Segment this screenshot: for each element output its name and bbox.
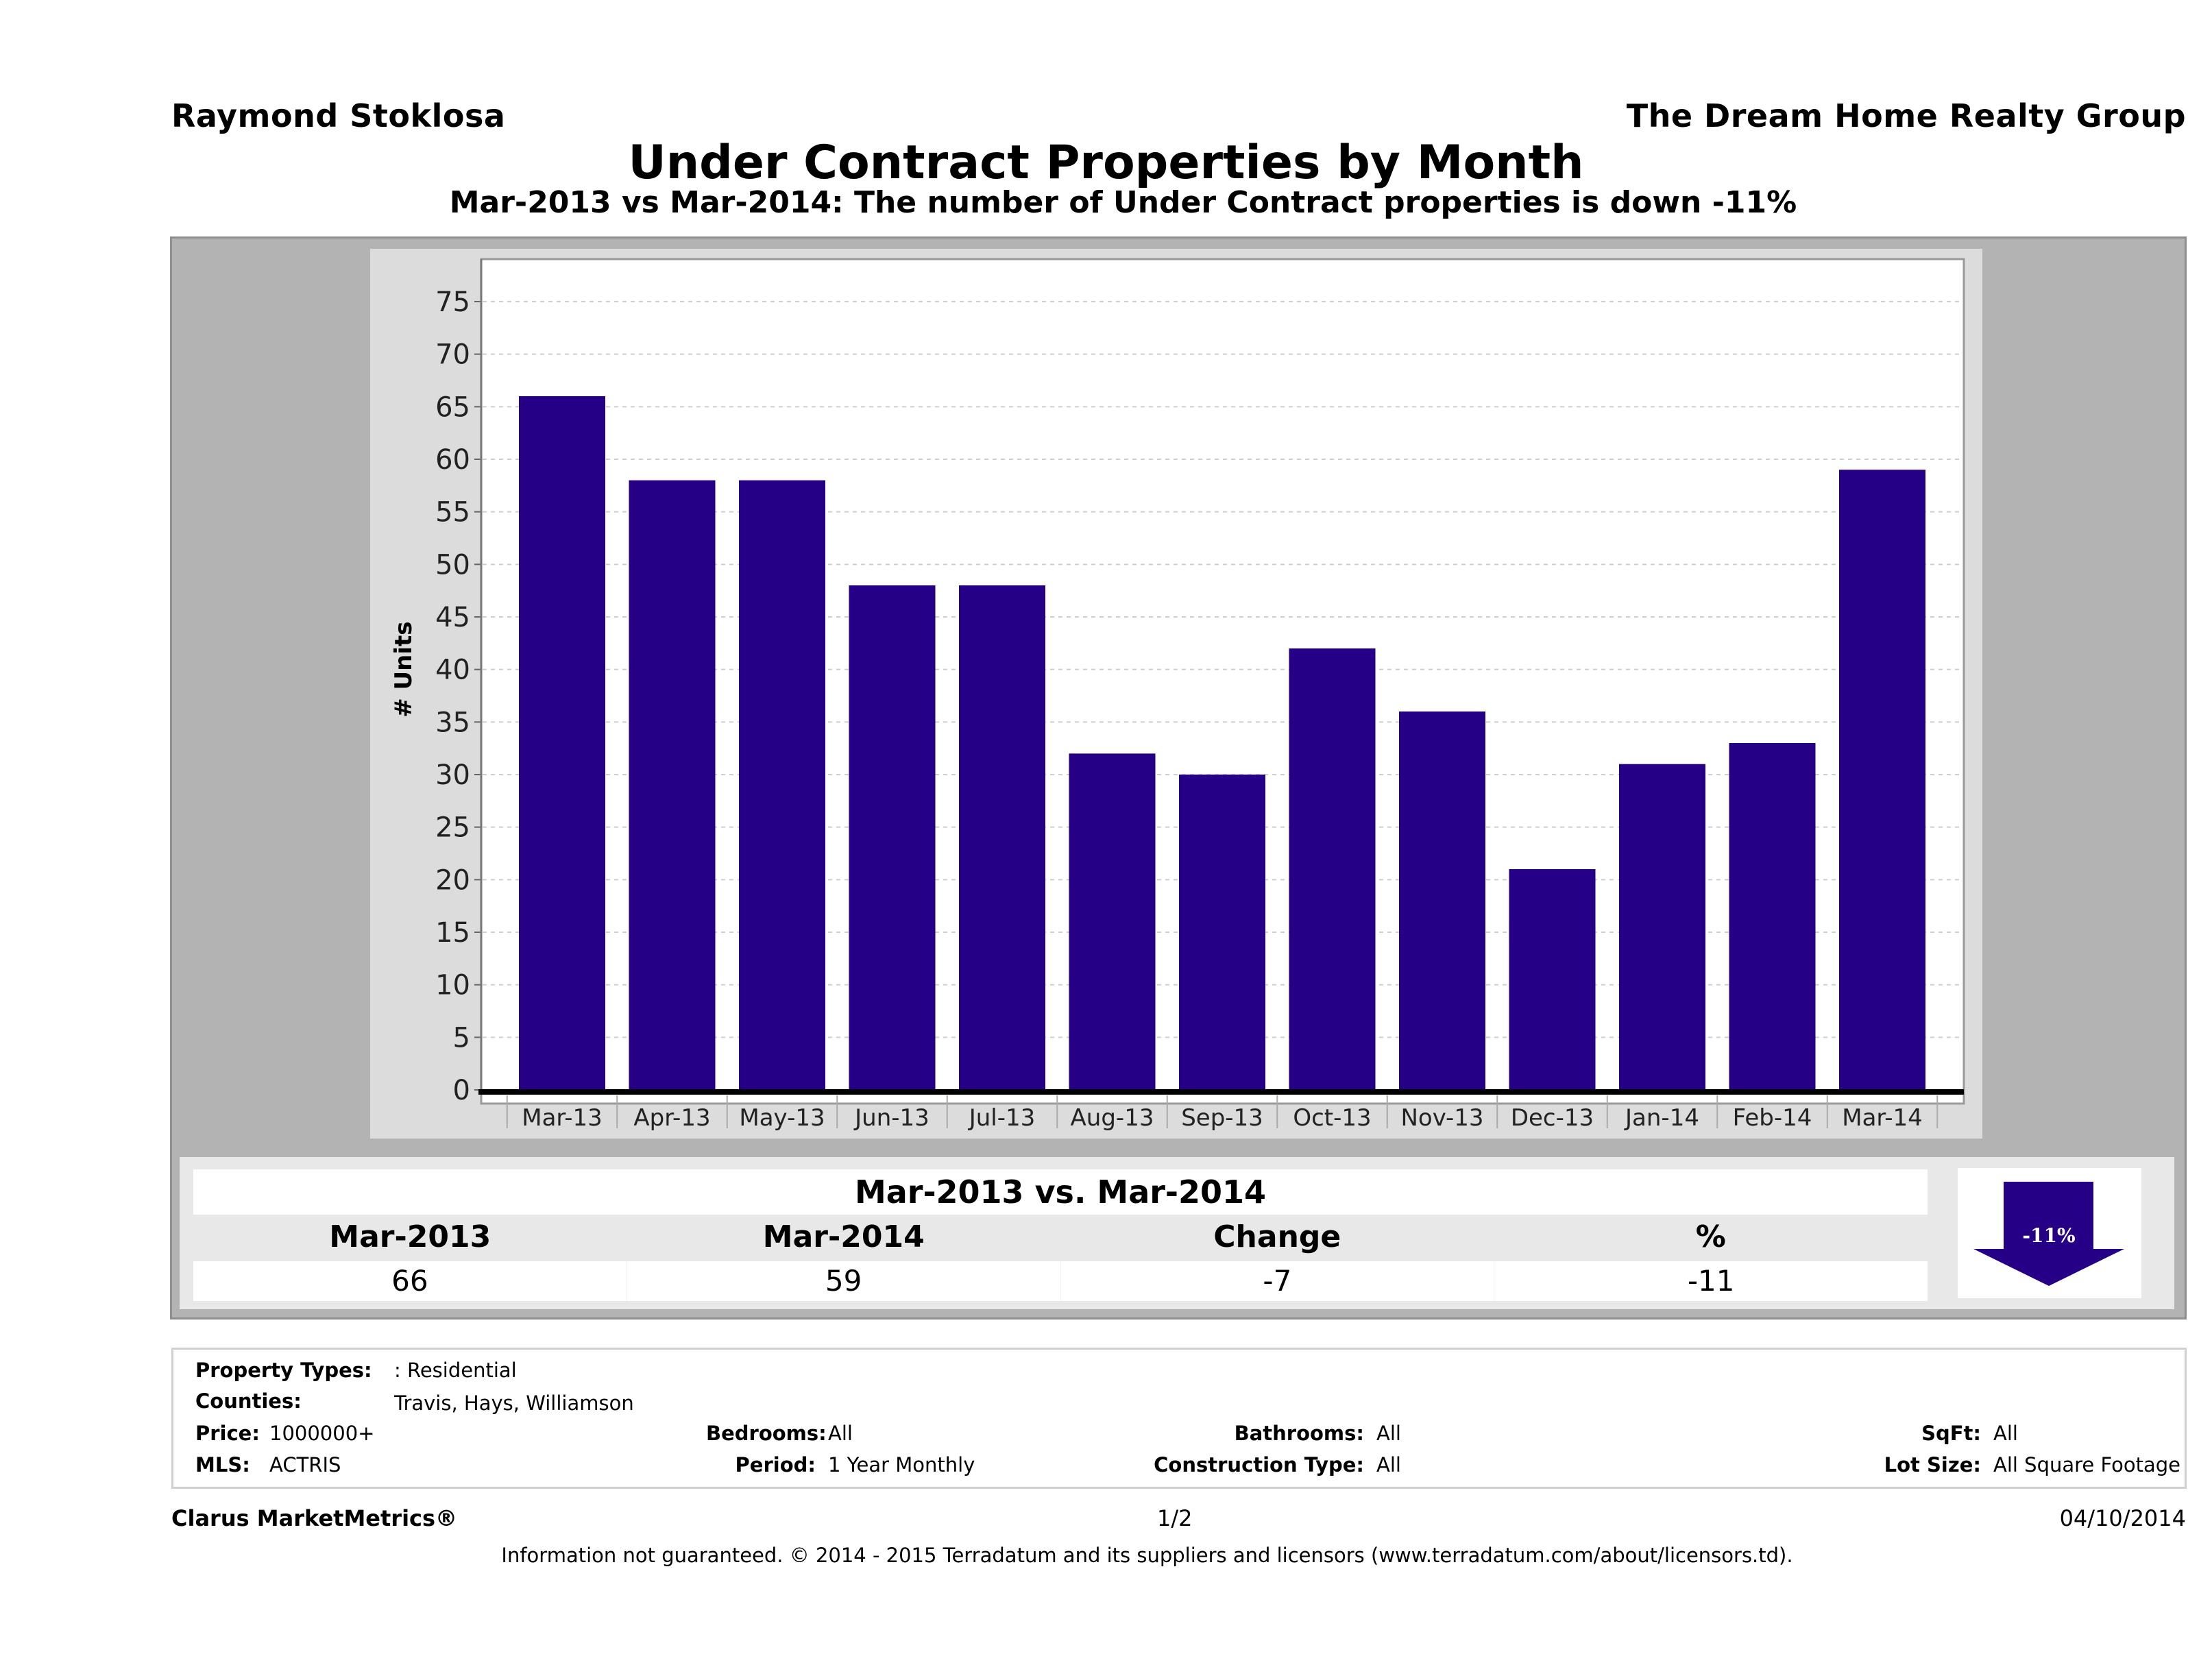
property-types-label: Property Types:: [195, 1359, 372, 1382]
price-value: 1000000+: [269, 1422, 375, 1445]
y-tick-label: 70: [435, 339, 470, 371]
brokerage-name: The Dream Home Realty Group: [1626, 97, 2186, 134]
summary-header-end: Mar-2014: [762, 1219, 925, 1254]
agent-name: Raymond Stoklosa: [171, 97, 506, 134]
bar-dec-13: [1509, 869, 1596, 1090]
summary-value-start: 66: [193, 1261, 627, 1301]
y-tick-label: 40: [435, 655, 470, 686]
bar-jan-14: [1619, 764, 1705, 1090]
report-criteria: [171, 1348, 2187, 1489]
summary-header-change: Change: [1213, 1219, 1341, 1254]
x-tick-label: Jul-13: [968, 1104, 1036, 1132]
bar-feb-14: [1729, 743, 1816, 1090]
y-tick-label: 25: [435, 812, 470, 844]
summary-value-percent: -11: [1687, 1264, 1735, 1298]
x-tick-label: Jan-14: [1624, 1104, 1699, 1132]
bar-sep-13: [1179, 775, 1265, 1090]
bar-mar-14: [1839, 470, 1925, 1090]
lot-size-value: All Square Footage: [1993, 1453, 2181, 1476]
sqft-label: SqFt:: [1921, 1422, 1981, 1445]
y-axis-label: # Units: [390, 622, 417, 718]
property-types-value: : Residential: [394, 1359, 517, 1382]
construction-type-label: Construction Type:: [1154, 1453, 1364, 1476]
summary-header-start: Mar-2013: [329, 1219, 491, 1254]
y-tick-label: 35: [435, 707, 470, 738]
x-tick-label: Jun-13: [853, 1104, 929, 1132]
counties-value: Travis, Hays, Williamson: [394, 1391, 634, 1415]
disclaimer: Information not guaranteed. © 2014 - 201…: [501, 1544, 1793, 1567]
y-tick-label: 20: [435, 864, 470, 896]
bar-jul-13: [959, 585, 1045, 1090]
y-tick-label: 60: [435, 444, 470, 476]
bar-aug-13: [1069, 753, 1156, 1090]
bars: [519, 396, 1925, 1090]
summary-value-change: -7: [1061, 1261, 1495, 1301]
bar-mar-13: [519, 396, 605, 1090]
construction-type-value: All: [1376, 1453, 1401, 1476]
counties-label: Counties:: [195, 1389, 302, 1413]
x-tick-label: Aug-13: [1071, 1104, 1154, 1132]
bedrooms-label: Bedrooms:: [706, 1422, 827, 1445]
y-tick-label: 45: [435, 602, 470, 633]
mls-label: MLS:: [195, 1453, 250, 1476]
bathrooms-label: Bathrooms:: [1234, 1422, 1364, 1445]
price-label: Price:: [195, 1422, 260, 1445]
y-axis: 0 5 10 15 20 25 30 35 40 45 50 55 60 65 70 75: [435, 259, 483, 1106]
product-name: Clarus MarketMetrics®: [171, 1505, 458, 1531]
y-tick-label: 5: [453, 1022, 470, 1054]
y-tick-label: 15: [435, 917, 470, 949]
bar-jun-13: [849, 585, 936, 1090]
summary-header-percent: %: [1695, 1219, 1726, 1254]
y-tick-label: 55: [435, 497, 470, 528]
y-tick-label: 10: [435, 970, 470, 1001]
x-tick-label: Mar-14: [1842, 1104, 1923, 1132]
page-number: 1/2: [1157, 1505, 1193, 1531]
lot-size-label: Lot Size:: [1884, 1453, 1981, 1476]
y-tick-label: 50: [435, 549, 470, 581]
bar-may-13: [739, 480, 825, 1090]
mls-value: ACTRIS: [269, 1453, 341, 1476]
x-tick-label: Apr-13: [633, 1104, 710, 1132]
x-tick-label: Sep-13: [1181, 1104, 1263, 1132]
x-tick-label: Nov-13: [1401, 1104, 1484, 1132]
arrow-shape: [1973, 1182, 2124, 1286]
x-tick-label: Dec-13: [1511, 1104, 1594, 1132]
x-tick-label: Mar-13: [522, 1104, 603, 1132]
summary-value-row: 66 59 -7 -11: [193, 1261, 1928, 1301]
period-value: 1 Year Monthly: [828, 1453, 975, 1476]
report-subtitle: Mar-2013 vs Mar-2014: The number of Unde…: [449, 185, 1797, 220]
bar-nov-13: [1399, 712, 1485, 1090]
down-arrow-icon: -11%: [1973, 1182, 2124, 1286]
y-tick-label: 0: [453, 1075, 470, 1106]
x-axis: Mar-13 Apr-13 May-13 Jun-13 Jul-13 Aug-13 Sep-…: [478, 1089, 1964, 1132]
sqft-value: All: [1993, 1422, 2018, 1445]
summary-value-end: 59: [627, 1261, 1061, 1301]
bar-oct-13: [1289, 648, 1376, 1090]
report-title: Under Contract Properties by Month: [628, 136, 1584, 190]
bar-apr-13: [629, 480, 716, 1090]
bedrooms-value: All: [828, 1422, 853, 1445]
y-tick-label: 30: [435, 759, 470, 791]
y-tick-label: 75: [435, 287, 470, 318]
summary-header-row: Mar-2013 Mar-2014 Change %: [193, 1215, 1928, 1260]
x-tick-label: May-13: [739, 1104, 825, 1132]
report-date: 04/10/2014: [2059, 1505, 2186, 1531]
x-tick-label: Feb-14: [1733, 1104, 1812, 1132]
bar-chart: 0 5 10 15 20 25 30 35 40 45 50 55 60 65 70 75 Mar-13 Apr…: [390, 258, 1965, 1132]
trend-badge-label: -11%: [2022, 1224, 2075, 1247]
summary-title: Mar-2013 vs. Mar-2014: [193, 1169, 1928, 1215]
y-tick-label: 65: [435, 391, 470, 423]
x-tick-label: Oct-13: [1293, 1104, 1371, 1132]
bathrooms-value: All: [1376, 1422, 1401, 1445]
period-label: Period:: [735, 1453, 816, 1476]
